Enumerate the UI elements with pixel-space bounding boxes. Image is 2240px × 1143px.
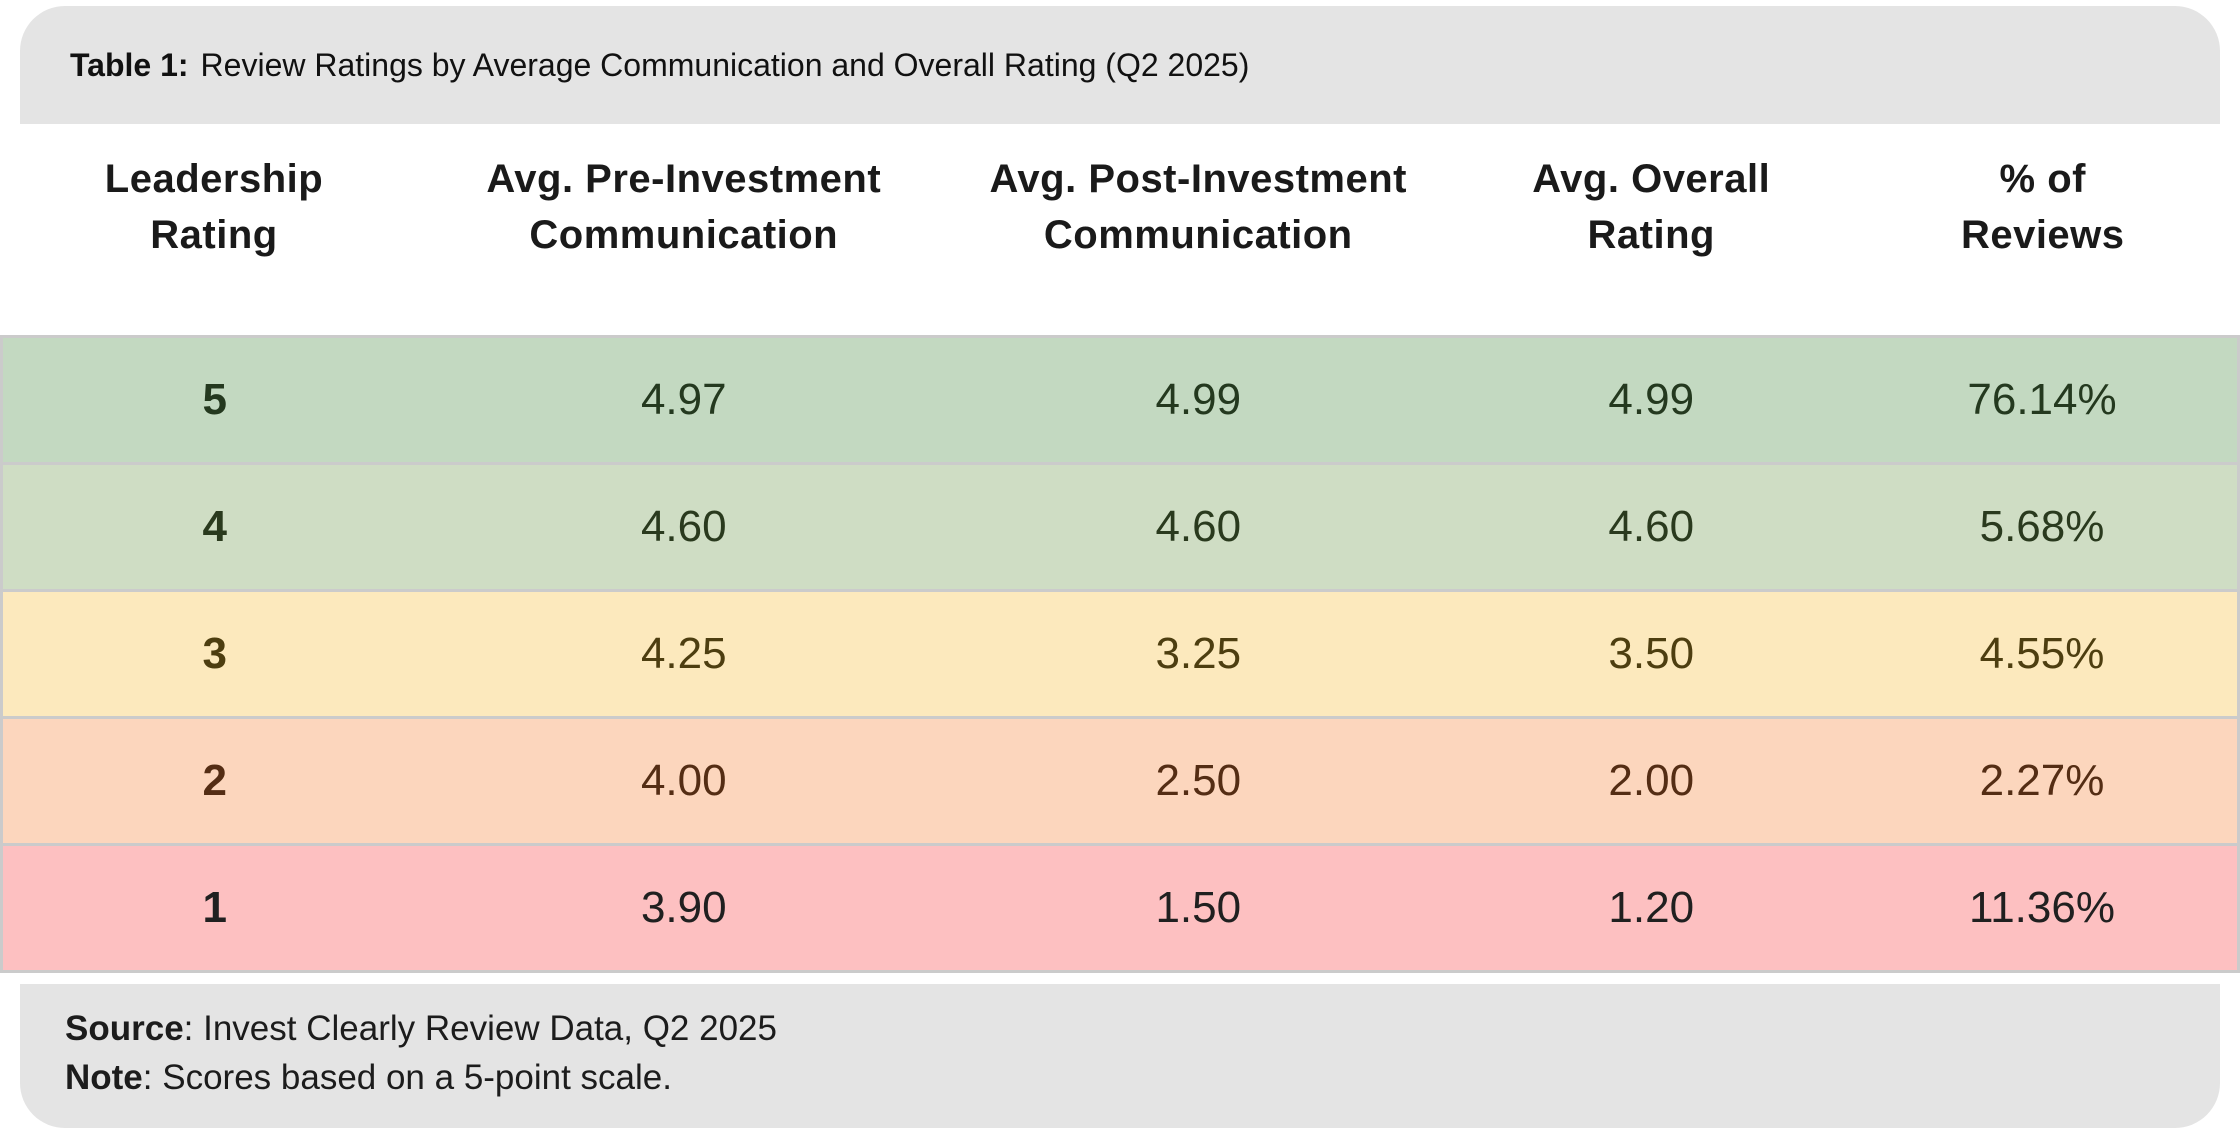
cell-post-investment: 4.99: [941, 334, 1456, 463]
cell-leadership-rating: 3: [0, 588, 427, 717]
col-header-line: Reviews: [1960, 212, 2125, 257]
col-header-line: Leadership: [104, 156, 324, 201]
col-header-post-investment-communication: Avg. Post-Investment Communication: [941, 124, 1456, 336]
cell-overall-rating: 3.50: [1455, 588, 1847, 717]
cell-overall-rating: 4.60: [1455, 461, 1847, 590]
cell-pct-of-reviews: 76.14%: [1846, 334, 2240, 463]
cell-leadership-rating: 5: [0, 334, 427, 463]
cell-post-investment: 2.50: [941, 715, 1456, 844]
source-text: : Invest Clearly Review Data, Q2 2025: [183, 1009, 777, 1048]
cell-pre-investment: 4.60: [426, 461, 942, 590]
col-header-pre-investment-communication: Avg. Pre-Investment Communication: [427, 124, 942, 336]
source-label: Source: [65, 1009, 184, 1048]
cell-pre-investment: 3.90: [426, 842, 942, 973]
table-footer-bar: Source: Invest Clearly Review Data, Q2 2…: [20, 984, 2220, 1128]
cell-leadership-rating: 4: [0, 461, 427, 590]
cell-pre-investment: 4.25: [426, 588, 942, 717]
col-header-line: Rating: [150, 212, 278, 257]
table-row-rating-2: 2 4.00 2.50 2.00 2.27%: [0, 715, 2240, 844]
table-row-rating-5: 5 4.97 4.99 4.99 76.14%: [0, 334, 2240, 463]
cell-post-investment: 4.60: [941, 461, 1456, 590]
col-header-line: Avg. Post-Investment: [989, 156, 1407, 201]
note-text: : Scores based on a 5-point scale.: [142, 1058, 672, 1097]
cell-pct-of-reviews: 4.55%: [1846, 588, 2240, 717]
col-header-line: Communication: [1043, 212, 1353, 257]
col-header-overall-rating: Avg. Overall Rating: [1456, 124, 1847, 336]
note-label: Note: [65, 1058, 143, 1097]
table-title-label: Table 1:: [70, 46, 189, 83]
cell-pre-investment: 4.97: [426, 334, 942, 463]
col-header-line: Avg. Pre-Investment: [486, 156, 882, 201]
cell-leadership-rating: 1: [0, 842, 427, 973]
cell-overall-rating: 1.20: [1455, 842, 1847, 973]
source-line: Source: Invest Clearly Review Data, Q2 2…: [65, 1004, 2220, 1053]
cell-overall-rating: 4.99: [1455, 334, 1847, 463]
note-line: Note: Scores based on a 5-point scale.: [65, 1053, 2220, 1102]
table-row-rating-4: 4 4.60 4.60 4.60 5.68%: [0, 461, 2240, 590]
col-header-line: Communication: [529, 212, 839, 257]
col-header-line: Rating: [1587, 212, 1715, 257]
cell-overall-rating: 2.00: [1455, 715, 1847, 844]
cell-leadership-rating: 2: [0, 715, 427, 844]
table-row-rating-1: 1 3.90 1.50 1.20 11.36%: [0, 842, 2240, 973]
table-title-bar: Table 1: Review Ratings by Average Commu…: [20, 6, 2220, 124]
table-header-row: Leadership Rating Avg. Pre-Investment Co…: [2, 124, 2239, 336]
col-header-pct-of-reviews: % of Reviews: [1847, 124, 2239, 336]
col-header-line: Avg. Overall: [1532, 156, 1771, 201]
cell-post-investment: 1.50: [941, 842, 1456, 973]
cell-pct-of-reviews: 11.36%: [1846, 842, 2240, 973]
col-header-line: % of: [1999, 156, 2086, 201]
cell-pre-investment: 4.00: [426, 715, 942, 844]
review-ratings-table: Leadership Rating Avg. Pre-Investment Co…: [0, 124, 2240, 973]
col-header-leadership-rating: Leadership Rating: [2, 124, 427, 336]
table-row-rating-3: 3 4.25 3.25 3.50 4.55%: [0, 588, 2240, 717]
cell-pct-of-reviews: 2.27%: [1846, 715, 2240, 844]
cell-post-investment: 3.25: [941, 588, 1456, 717]
table-title-text: Review Ratings by Average Communication …: [200, 46, 1250, 83]
cell-pct-of-reviews: 5.68%: [1846, 461, 2240, 590]
